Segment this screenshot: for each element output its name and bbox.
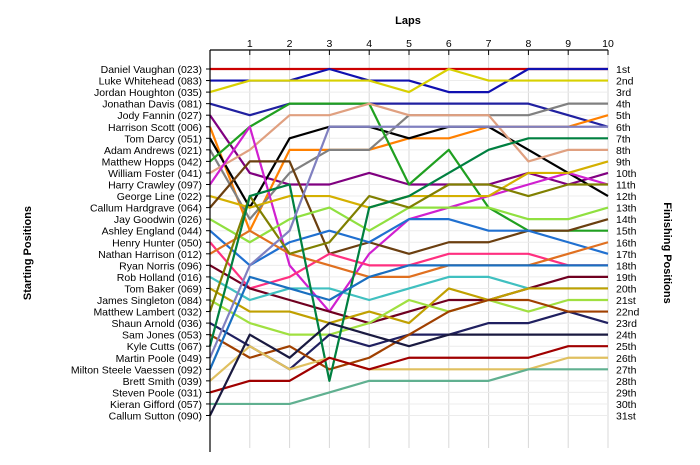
starting-driver-label: Shaun Arnold (036) — [112, 318, 202, 330]
series-line — [208, 125, 608, 359]
starting-driver-label: Jordan Houghton (035) — [94, 87, 202, 99]
series-line — [209, 218, 609, 267]
series-lines — [208, 67, 609, 416]
starting-driver-label: Callum Sutton (090) — [109, 411, 202, 423]
starting-driver-label: Harry Crawley (097) — [108, 180, 202, 192]
finishing-position-label: 24th — [616, 330, 637, 342]
finishing-position-label: 16th — [616, 237, 637, 249]
finishing-position-label: 10th — [616, 168, 637, 180]
finishing-position-label: 9th — [616, 156, 631, 168]
finishing-position-label: 3rd — [616, 87, 631, 99]
lap-tick-label: 4 — [366, 38, 372, 50]
finishing-position-label: 30th — [616, 399, 637, 411]
starting-driver-label: Tom Darcy (051) — [124, 133, 202, 145]
starting-driver-label: Jay Goodwin (026) — [114, 214, 202, 226]
series-line — [209, 102, 608, 174]
starting-driver-label: Ryan Norris (096) — [119, 260, 202, 272]
y-axis-left-title: Starting Positions — [22, 206, 34, 300]
series-line — [210, 368, 608, 406]
lap-tick-label: 2 — [287, 38, 293, 50]
series-line — [209, 229, 609, 278]
series-line — [208, 264, 608, 370]
finishing-position-label: 2nd — [616, 76, 634, 88]
lap-tick-label: 7 — [486, 38, 492, 50]
finishing-position-label: 13th — [616, 203, 637, 215]
starting-driver-label: Ashley England (044) — [102, 226, 202, 238]
finishing-position-label: 29th — [616, 387, 637, 399]
starting-driver-label: Jonathan Davis (081) — [102, 99, 202, 111]
starting-driver-label: Henry Hunter (050) — [112, 237, 202, 249]
lap-tick-label: 5 — [406, 38, 412, 50]
starting-driver-label: Rob Holland (016) — [117, 272, 202, 284]
lap-tick-label: 9 — [565, 38, 571, 50]
starting-driver-label: George Line (022) — [117, 191, 202, 203]
finishing-position-label: 22nd — [616, 307, 640, 319]
y-axis-right-title: Finishing Positions — [661, 202, 673, 303]
finishing-position-label: 5th — [616, 110, 631, 122]
starting-driver-label: Luke Whitehead (083) — [99, 76, 202, 88]
starting-driver-label: Sam Jones (053) — [122, 330, 202, 342]
series-line — [209, 322, 608, 416]
starting-driver-label: Harrison Scott (006) — [108, 122, 202, 134]
starting-driver-label: Tom Baker (069) — [124, 283, 202, 295]
finishing-position-label: 28th — [616, 376, 637, 388]
finishing-position-label: 21st — [616, 295, 636, 307]
x-axis-title: Laps — [395, 15, 421, 27]
lap-tick-label: 10 — [602, 38, 614, 50]
series-line — [209, 102, 609, 128]
starting-driver-label: Daniel Vaughan (023) — [101, 64, 202, 76]
finishing-position-label: 26th — [616, 353, 637, 365]
starting-driver-label: James Singleton (084) — [97, 295, 202, 307]
finishing-position-label: 18th — [616, 260, 637, 272]
finishing-position-label: 4th — [616, 99, 631, 111]
starting-driver-label: Nathan Harrison (012) — [98, 249, 202, 261]
starting-driver-label: Steven Poole (031) — [112, 387, 202, 399]
starting-driver-label: Matthew Hopps (042) — [102, 156, 202, 168]
starting-driver-label: Callum Hardgrave (064) — [90, 203, 202, 215]
finishing-position-label: 19th — [616, 272, 637, 284]
series-line — [209, 264, 608, 325]
series-line — [209, 345, 608, 394]
starting-driver-label: Kyle Cutts (067) — [127, 341, 202, 353]
finishing-position-label: 27th — [616, 364, 637, 376]
lap-tick-label: 8 — [525, 38, 531, 50]
labels: Laps Starting Positions Finishing Positi… — [22, 15, 673, 423]
starting-driver-label: Adam Andrews (021) — [104, 145, 202, 157]
finishing-position-label: 20th — [616, 283, 637, 295]
finishing-position-label: 1st — [616, 64, 630, 76]
finishing-position-label: 6th — [616, 122, 631, 134]
lap-tick-label: 6 — [446, 38, 452, 50]
finishing-position-label: 8th — [616, 145, 631, 157]
finishing-position-label: 23rd — [616, 318, 637, 330]
finishing-position-label: 14th — [616, 214, 637, 226]
finishing-position-label: 15th — [616, 226, 637, 238]
finishing-position-label: 31st — [616, 411, 636, 423]
axes — [206, 49, 609, 452]
series-line — [209, 67, 608, 94]
finishing-position-label: 11th — [616, 180, 636, 192]
starting-driver-label: Martin Poole (049) — [116, 353, 202, 365]
finishing-position-label: 25th — [616, 341, 637, 353]
series-line — [209, 160, 609, 255]
finishing-position-label: 12th — [616, 191, 637, 203]
series-line — [209, 287, 608, 325]
series-line — [209, 298, 608, 336]
lap-tick-label: 1 — [247, 38, 253, 50]
starting-driver-label: William Foster (041) — [108, 168, 202, 180]
series-line — [208, 137, 608, 382]
finishing-position-label: 17th — [616, 249, 637, 261]
starting-driver-label: Kieran Gifford (057) — [110, 399, 202, 411]
series-line — [209, 345, 608, 382]
starting-driver-label: Milton Steele Vaessen (092) — [71, 364, 202, 376]
finishing-position-label: 7th — [616, 133, 631, 145]
starting-driver-label: Matthew Lambert (032) — [93, 307, 202, 319]
starting-driver-label: Jody Fannin (027) — [117, 110, 202, 122]
lap-tick-label: 3 — [326, 38, 332, 50]
series-line — [208, 183, 608, 312]
starting-driver-label: Brett Smith (039) — [123, 376, 202, 388]
